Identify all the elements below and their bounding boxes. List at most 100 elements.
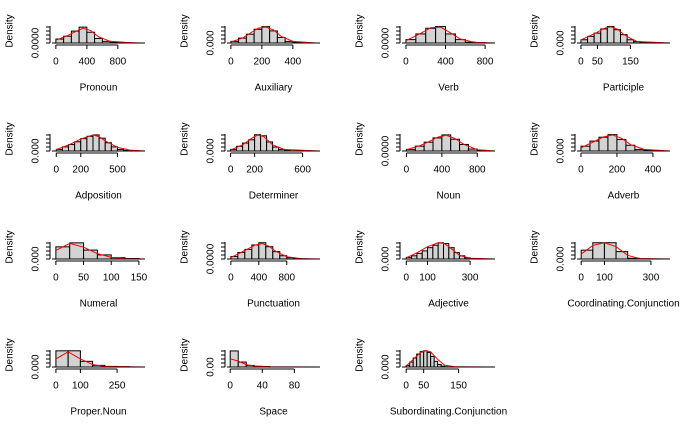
x-tick-label: 80: [289, 381, 301, 392]
x-tick-label: 400: [434, 165, 451, 176]
x-tick-label: 50: [78, 273, 90, 284]
bar: [258, 242, 267, 260]
x-tick-label: 0: [403, 273, 409, 284]
x-tick-label: 400: [645, 165, 662, 176]
x-tick-label: 300: [462, 273, 479, 284]
bar: [427, 247, 434, 260]
x-axis-label: Numeral: [80, 299, 118, 310]
density-curve: [55, 351, 146, 368]
x-axis-label: Participle: [603, 83, 645, 94]
bar: [266, 141, 274, 152]
bar: [437, 242, 444, 260]
bar: [433, 360, 439, 368]
bar: [580, 249, 594, 260]
x-tick-label: 0: [53, 381, 59, 392]
x-tick-label: 200: [246, 165, 263, 176]
x-tick-label: 0: [578, 273, 584, 284]
y-axis-label: Density: [355, 230, 366, 263]
x-tick-label: 0: [228, 57, 234, 68]
y-tick-label: 0.00: [206, 357, 217, 377]
x-tick-label: 400: [437, 57, 454, 68]
x-tick-label: 200: [72, 165, 89, 176]
x-tick-label: 800: [477, 57, 494, 68]
bar: [607, 134, 618, 152]
bar: [593, 32, 602, 44]
x-tick-label: 250: [109, 381, 126, 392]
x-axis-label: Adverb: [608, 191, 640, 202]
x-tick-label: 100: [103, 273, 120, 284]
x-tick-label: 0: [228, 273, 234, 284]
y-tick-label: 0.0000: [381, 135, 392, 166]
y-tick-label: 0.0000: [31, 27, 42, 58]
x-tick-label: 100: [72, 381, 89, 392]
density-curve: [406, 242, 496, 260]
bar: [430, 355, 435, 368]
y-tick-label: 0.0000: [381, 27, 392, 58]
bar: [83, 249, 98, 260]
density-curve: [230, 134, 321, 152]
x-tick-label: 0: [404, 165, 410, 176]
bar: [110, 146, 118, 152]
x-tick-label: 150: [131, 273, 148, 284]
y-tick-label: 0.000: [206, 138, 217, 163]
x-axis-label: Punctuation: [247, 299, 300, 310]
x-axis-label: Auxiliary: [255, 83, 293, 94]
x-tick-label: 800: [278, 273, 295, 284]
x-tick-label: 50: [418, 381, 430, 392]
bar: [606, 25, 615, 44]
bar: [421, 250, 429, 260]
y-axis-label: Density: [355, 122, 366, 155]
x-axis-label: Space: [259, 407, 288, 418]
x-tick-label: 300: [643, 273, 660, 284]
y-axis-label: Density: [180, 122, 191, 155]
x-tick-label: 200: [609, 165, 626, 176]
x-tick-label: 50: [592, 57, 604, 68]
x-tick-label: 0: [578, 57, 584, 68]
bar: [276, 36, 286, 44]
y-tick-label: 0.000: [556, 138, 567, 163]
y-axis-label: Density: [180, 230, 191, 263]
x-tick-label: 100: [419, 273, 436, 284]
x-tick-label: 0: [53, 57, 59, 68]
x-tick-label: 500: [109, 165, 126, 176]
x-tick-label: 40: [257, 381, 269, 392]
bar: [92, 134, 100, 152]
x-tick-label: 0: [403, 381, 409, 392]
bar: [426, 351, 432, 368]
bar: [74, 141, 82, 152]
x-axis-label: Coordinating.Conjunction: [567, 299, 679, 310]
x-tick-label: 100: [596, 273, 613, 284]
y-tick-label: 0.000: [556, 246, 567, 271]
density-curve: [405, 350, 496, 368]
y-axis-label: Density: [5, 14, 16, 47]
x-tick-label: 400: [79, 57, 96, 68]
x-tick-label: 0: [403, 57, 409, 68]
y-tick-label: 0.0000: [206, 243, 217, 274]
x-axis-label: Subordinating.Conjunction: [390, 407, 507, 418]
bar: [598, 136, 609, 152]
y-axis-label: Density: [5, 230, 16, 263]
x-tick-label: 0: [227, 381, 233, 392]
bar: [432, 137, 443, 152]
density-curve: [56, 134, 146, 152]
bar: [80, 138, 88, 152]
x-tick-label: 400: [285, 57, 302, 68]
y-tick-label: 0.000: [381, 246, 392, 271]
bar: [244, 248, 253, 260]
bar: [272, 146, 280, 152]
bar: [425, 27, 437, 44]
density-curve: [405, 26, 496, 44]
y-axis-label: Density: [180, 14, 191, 47]
bar: [613, 29, 622, 44]
x-axis-label: Determiner: [249, 191, 299, 202]
bar: [423, 350, 428, 368]
density-curve: [580, 134, 671, 152]
bar: [587, 35, 595, 44]
bar: [251, 244, 260, 260]
y-axis-label: Density: [530, 14, 541, 47]
y-axis-label: Density: [5, 338, 16, 371]
y-tick-label: 0.000: [31, 246, 42, 271]
density-curve: [580, 26, 671, 44]
bar: [248, 139, 256, 152]
x-tick-label: 200: [254, 57, 271, 68]
